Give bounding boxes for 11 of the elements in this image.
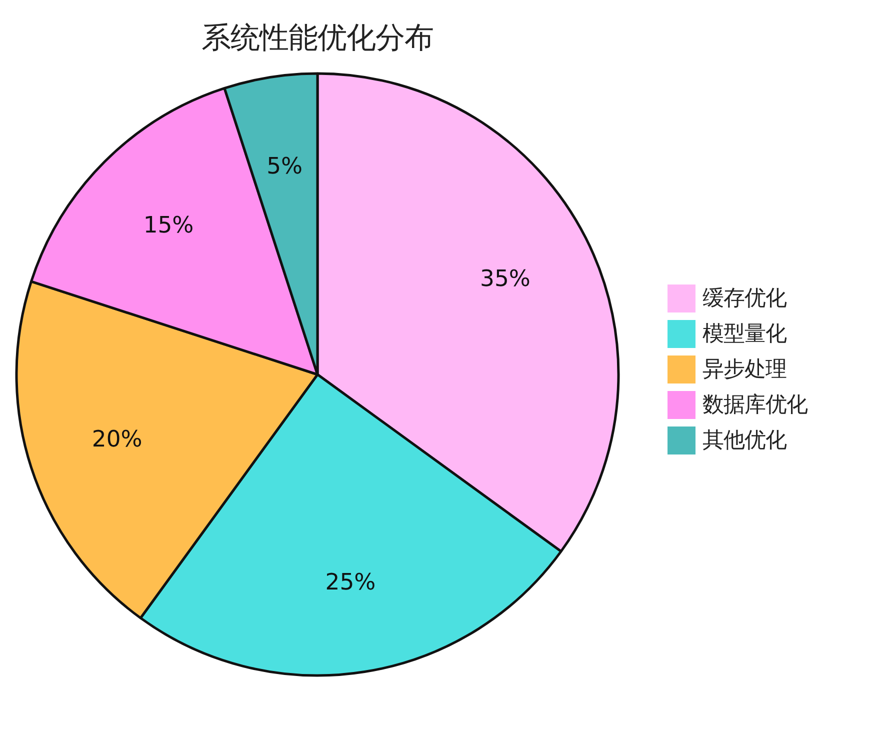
data-label: 20% xyxy=(92,426,142,453)
legend-label: 模型量化 xyxy=(702,322,786,346)
legend-label: 数据库优化 xyxy=(702,392,808,418)
legend-label: 其他优化 xyxy=(702,428,786,453)
legend-label: 异步处理 xyxy=(702,357,786,382)
data-label: 35% xyxy=(480,266,530,292)
data-label: 25% xyxy=(325,570,376,596)
data-label: 15% xyxy=(143,212,194,239)
legend-label: 缓存优化 xyxy=(702,286,786,311)
chart-title: 系统性能优化分布 xyxy=(202,20,434,54)
data-label: 5% xyxy=(266,153,303,180)
